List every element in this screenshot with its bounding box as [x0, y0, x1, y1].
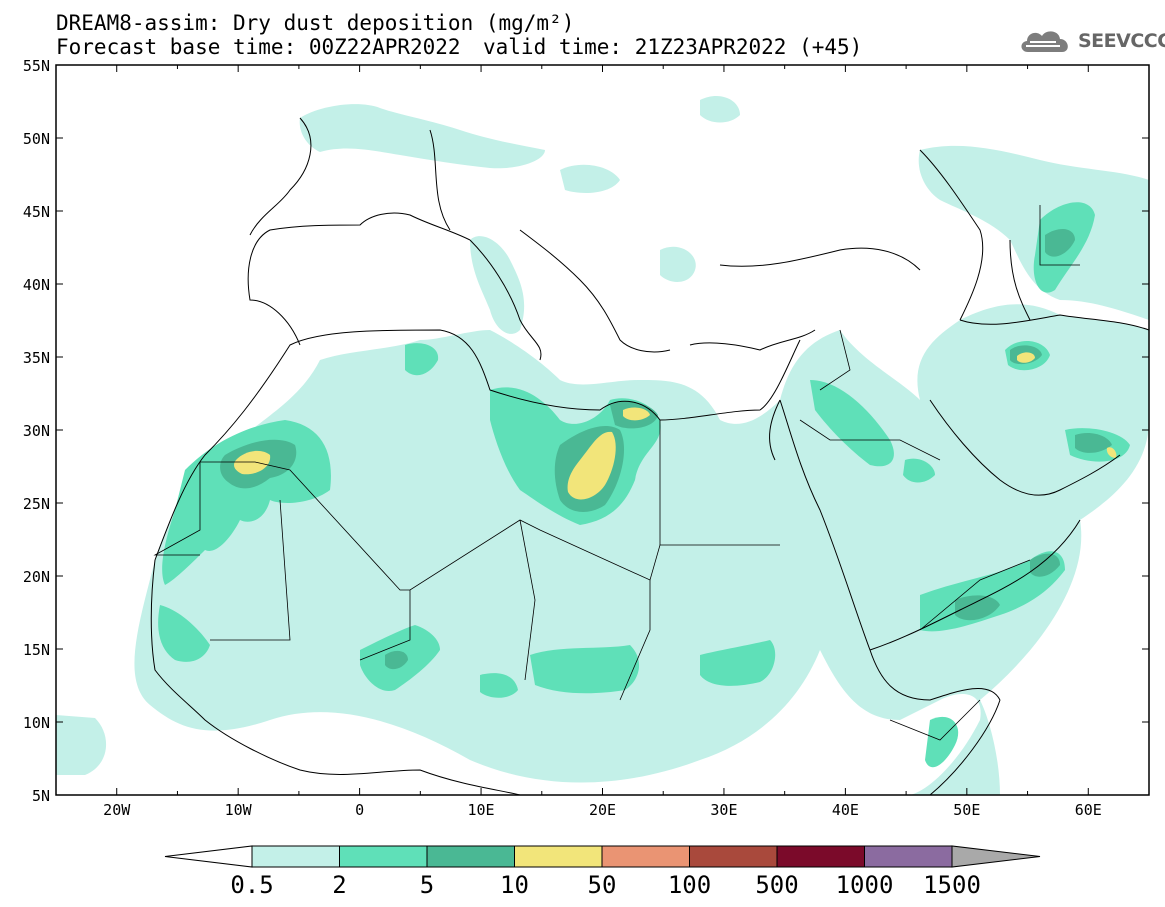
colorbar-label: 0.5 — [230, 871, 273, 899]
colorbar-segment — [601, 845, 690, 868]
lat-label: 15N — [23, 641, 50, 659]
colorbar-segment — [251, 845, 340, 868]
map-title: DREAM8-assim: Dry dust deposition (mg/m²… — [56, 11, 575, 35]
lat-label: 20N — [23, 568, 50, 586]
colorbar-label: 5 — [420, 871, 434, 899]
lon-label: 20E — [589, 801, 616, 819]
colorbar-label: 10 — [500, 871, 529, 899]
colorbar-segment — [339, 845, 428, 868]
lat-label: 50N — [23, 130, 50, 148]
colorbar-segment — [864, 845, 953, 868]
colorbar-label: 500 — [755, 871, 798, 899]
cloud-icon — [1021, 31, 1068, 52]
lat-label: 30N — [23, 422, 50, 440]
colorbar-label: 50 — [588, 871, 617, 899]
lat-label: 10N — [23, 714, 50, 732]
coastlines — [150, 117, 1149, 795]
country-borders — [153, 205, 1080, 741]
lat-label: 35N — [23, 349, 50, 367]
colorbar-label: 100 — [668, 871, 711, 899]
colorbar-under-arrow — [164, 845, 253, 868]
lon-label: 60E — [1075, 801, 1102, 819]
colorbar-label: 1000 — [836, 871, 894, 899]
lon-label: 30E — [710, 801, 737, 819]
colorbar-label: 2 — [332, 871, 346, 899]
colorbar-segment — [776, 845, 865, 868]
map-axes: 55N 50N 45N 40N 35N 30N 25N 20N 15N 10N 5N 20W 10W 0 1… — [23, 57, 1150, 819]
lat-label: 45N — [23, 203, 50, 221]
colorbar-label: 1500 — [923, 871, 981, 899]
lat-label: 5N — [32, 787, 50, 805]
lon-label: 40E — [832, 801, 859, 819]
colorbar-segment — [689, 845, 778, 868]
colorbar-segment — [426, 845, 515, 868]
valid-time: valid time: 21Z23APR2022 (+45) — [483, 35, 863, 59]
lon-label: 10E — [468, 801, 495, 819]
lon-label: 10W — [225, 801, 253, 819]
colorbar: 0.5 2 5 10 50 100 500 1000 1500 — [164, 845, 1041, 899]
logo-text: SEEVCCC — [1078, 30, 1165, 52]
lon-label: 20W — [103, 801, 131, 819]
colorbar-segment — [514, 845, 603, 868]
lat-label: 55N — [23, 57, 50, 75]
dust-deposition-shading — [56, 95, 1149, 795]
lat-label: 40N — [23, 276, 50, 294]
colorbar-over-arrow — [951, 845, 1041, 868]
lon-label: 0 — [355, 801, 364, 819]
lat-label: 25N — [23, 495, 50, 513]
forecast-base-time: Forecast base time: 00Z22APR2022 — [56, 35, 461, 59]
lon-label: 50E — [953, 801, 980, 819]
seevccc-logo: SEEVCCC — [1018, 26, 1165, 56]
